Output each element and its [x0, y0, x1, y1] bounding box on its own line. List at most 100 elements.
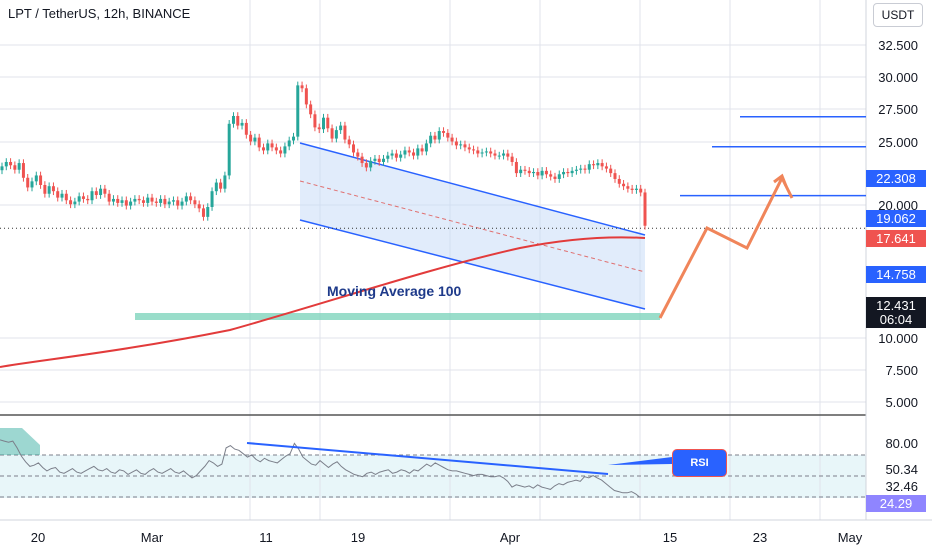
- candle-body: [210, 191, 214, 207]
- rsi-divergence-line: [246, 442, 609, 475]
- y-tick: 5.000: [885, 395, 918, 410]
- candle-body: [639, 188, 643, 193]
- price-label-ma: 17.641: [866, 230, 926, 247]
- candle-body: [343, 125, 347, 140]
- candle-body: [39, 175, 43, 185]
- candle-body: [416, 148, 420, 156]
- candle-body: [279, 150, 283, 154]
- candle-body: [141, 200, 145, 203]
- candle-body: [189, 196, 193, 201]
- support-zone: [135, 313, 660, 320]
- rsi-y-tick: 80.00: [885, 436, 918, 451]
- candle-body: [442, 131, 446, 133]
- candle-body: [600, 163, 604, 167]
- candle-body: [9, 161, 13, 166]
- candle-body: [609, 168, 613, 174]
- candle-body: [330, 128, 334, 139]
- candle-body: [334, 130, 338, 139]
- symbol-title: LPT / TetherUS, 12h, BINANCE: [8, 6, 191, 21]
- candle-body: [450, 137, 454, 142]
- currency-button[interactable]: USDT: [873, 3, 923, 27]
- candle-body: [622, 183, 626, 187]
- candle-body: [454, 141, 458, 146]
- candle-body: [60, 193, 64, 198]
- candle-body: [94, 191, 98, 196]
- candle-body: [146, 197, 150, 203]
- candle-body: [184, 196, 188, 202]
- candle-body: [493, 153, 497, 156]
- candle-body: [630, 188, 634, 190]
- ma-annotation: Moving Average 100: [327, 283, 462, 299]
- candle-body: [99, 188, 103, 196]
- projection-arrowhead: [773, 173, 788, 187]
- bar-countdown: 06:04: [879, 311, 913, 327]
- candle-body: [266, 143, 270, 151]
- rsi-current-label: 24.29: [866, 495, 926, 512]
- candle-body: [283, 146, 287, 154]
- candle-body: [86, 198, 90, 201]
- candle-body: [322, 117, 325, 130]
- y-tick: 27.500: [878, 102, 918, 117]
- candle-body: [253, 137, 257, 142]
- candle-body: [557, 174, 561, 179]
- candle-body: [47, 186, 51, 194]
- candle-body: [201, 208, 205, 217]
- rsi-y-tick: 50.34: [885, 462, 918, 477]
- candle-body: [167, 201, 171, 205]
- candle-body: [502, 153, 506, 156]
- price-label-14758: 14.758: [866, 266, 926, 283]
- candle-body: [56, 191, 60, 198]
- candle-body: [120, 200, 124, 203]
- candle-body: [373, 158, 377, 161]
- candle-body: [163, 198, 167, 205]
- candle-body: [484, 151, 488, 153]
- candle-body: [407, 150, 411, 153]
- candle-body: [592, 164, 596, 166]
- candle-body: [506, 153, 510, 157]
- candle-body: [626, 186, 630, 189]
- candle-body: [377, 158, 381, 162]
- candle-body: [566, 171, 570, 174]
- price-label-22308: 22.308: [866, 170, 926, 187]
- candle-body: [364, 163, 368, 168]
- candle-body: [26, 177, 30, 188]
- candle-body: [523, 169, 527, 171]
- candle-body: [429, 135, 433, 144]
- candle-body: [309, 104, 313, 115]
- candle-body: [193, 200, 197, 205]
- candle-body: [463, 144, 467, 148]
- candle-body: [317, 127, 321, 130]
- x-tick: 15: [662, 530, 678, 545]
- candle-body: [446, 132, 450, 138]
- candle-body: [390, 153, 394, 156]
- candle-body: [236, 115, 240, 126]
- candle-body: [287, 140, 291, 147]
- current-price-label: 12.431 06:04: [866, 297, 926, 328]
- candle-body: [214, 182, 218, 192]
- moving-average-line: [0, 236, 646, 368]
- candle-body: [347, 139, 351, 145]
- candle-body: [249, 134, 253, 142]
- candle-body: [296, 85, 300, 137]
- y-tick: 25.000: [878, 135, 918, 150]
- candle-body: [244, 122, 248, 135]
- candle-body: [270, 143, 274, 148]
- candle-body: [489, 151, 493, 154]
- candle-body: [274, 147, 278, 151]
- candle-body: [0, 166, 4, 171]
- candle-body: [90, 191, 94, 201]
- channel-lower: [299, 219, 646, 310]
- candle-body: [613, 173, 617, 179]
- candle-body: [43, 184, 47, 194]
- candle-body: [562, 171, 566, 175]
- candle-body: [339, 125, 343, 131]
- candle-body: [570, 170, 574, 174]
- candle-body: [30, 181, 34, 188]
- candle-body: [617, 178, 621, 184]
- price-label-19062: 19.062: [866, 210, 926, 227]
- candle-body: [480, 152, 484, 154]
- candle-body: [476, 150, 480, 154]
- candle-body: [4, 161, 8, 167]
- candle-body: [596, 163, 600, 166]
